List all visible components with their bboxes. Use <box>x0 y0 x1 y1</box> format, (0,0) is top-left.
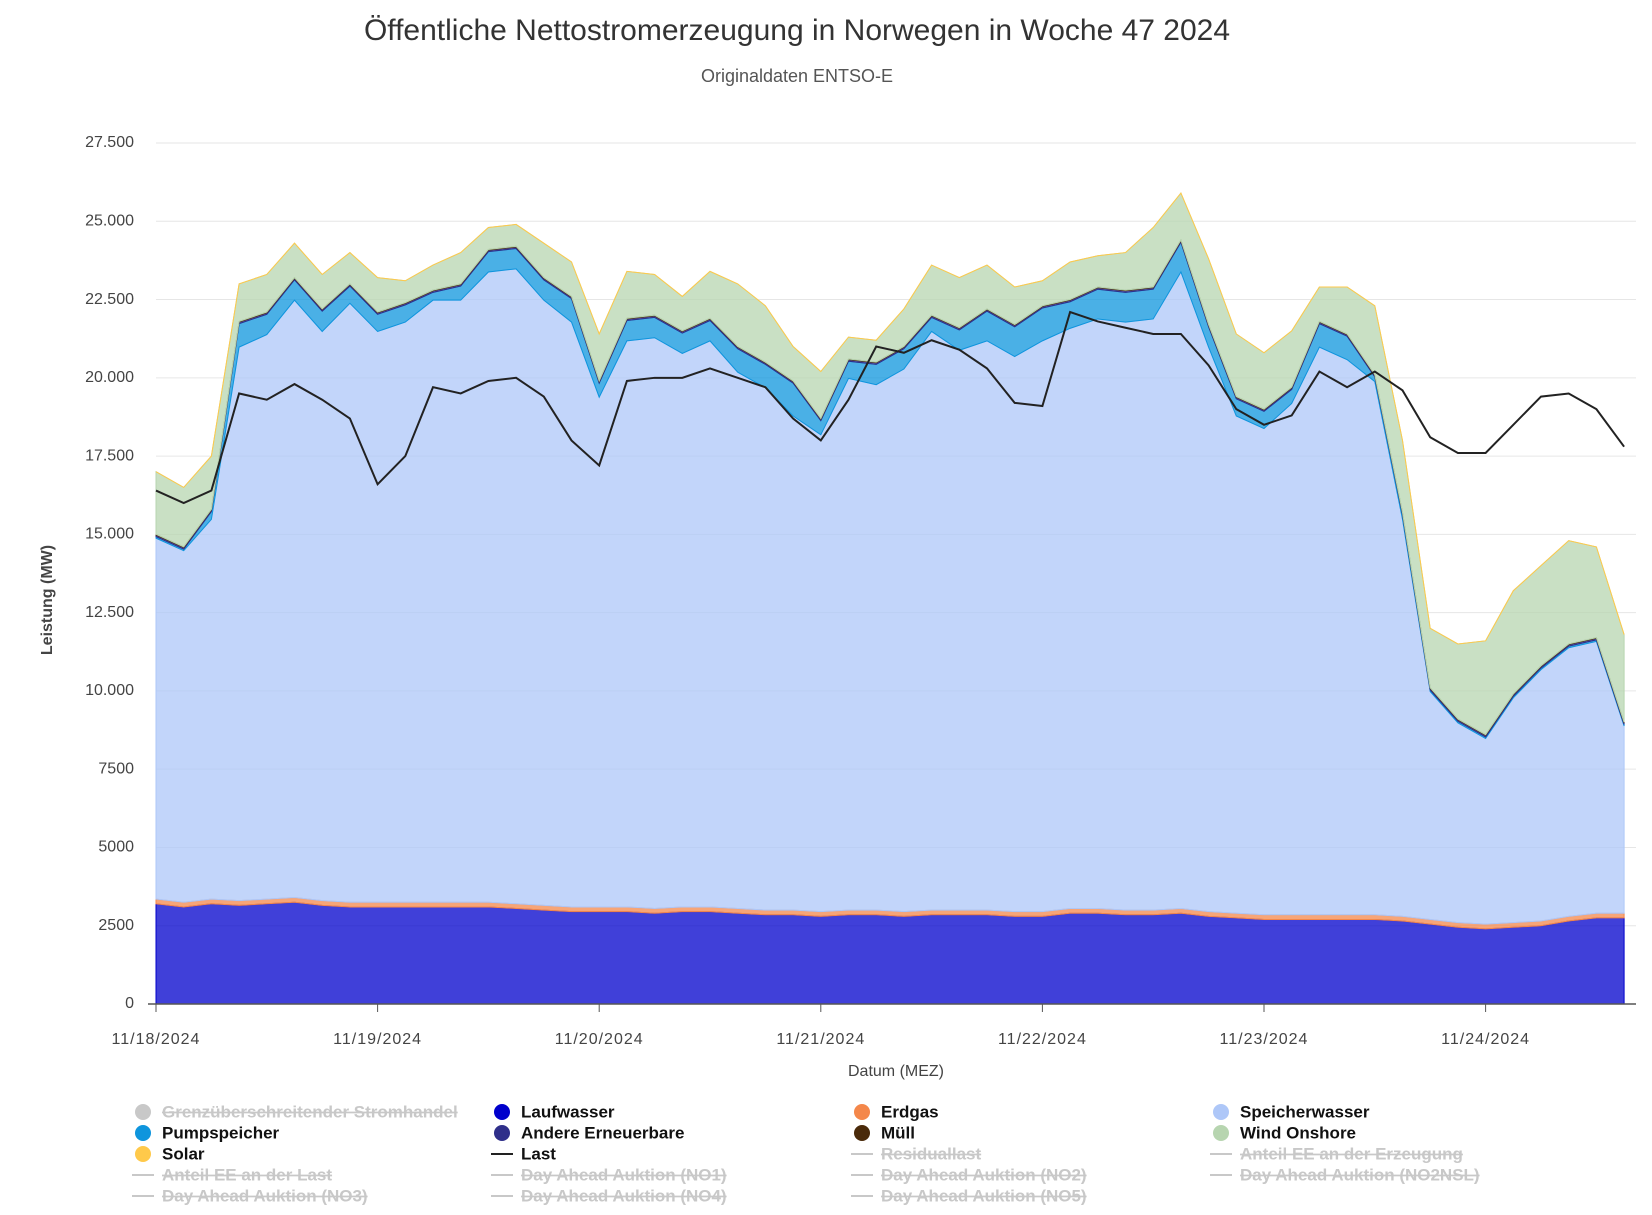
y-tick-label: 20.000 <box>85 369 134 386</box>
x-tick-label: 11/19/2024 <box>333 1031 422 1048</box>
legend-marker <box>854 1125 870 1141</box>
legend-label[interactable]: Müll <box>881 1123 915 1142</box>
legend-label[interactable]: Day Ahead Auktion (NO1) <box>521 1165 727 1184</box>
legend-label[interactable]: Day Ahead Auktion (NO5) <box>881 1186 1087 1205</box>
legend-label[interactable]: Laufwasser <box>521 1102 615 1121</box>
line-9 <box>155 310 1625 505</box>
legend-label[interactable]: Anteil EE an der Last <box>162 1165 332 1184</box>
y-tick-label: 17.500 <box>85 447 134 464</box>
legend-label[interactable]: Wind Onshore <box>1240 1123 1356 1142</box>
legend-marker <box>135 1104 151 1120</box>
legend-label[interactable]: Erdgas <box>881 1102 939 1121</box>
x-tick-label: 11/18/2024 <box>112 1031 201 1048</box>
y-tick-label: 27.500 <box>85 134 134 151</box>
chart-title: Öffentliche Nettostromerzeugung in Norwe… <box>364 14 1230 47</box>
x-tick-label: 11/21/2024 <box>776 1031 865 1048</box>
y-tick-label: 0 <box>125 995 134 1012</box>
y-tick-label: 15.000 <box>85 526 134 543</box>
legend-marker <box>494 1125 510 1141</box>
y-axis-label: Leistung (MW) <box>39 545 56 655</box>
legend-label[interactable]: Residuallast <box>881 1144 981 1163</box>
x-tick-label: 11/22/2024 <box>998 1031 1087 1048</box>
legend: Grenzüberschreitender Stromhandel Laufwas… <box>132 1102 1480 1205</box>
legend-label[interactable]: Speicherwasser <box>1240 1102 1370 1121</box>
legend-marker <box>854 1104 870 1120</box>
axes: 0 2500 5000 7500 10.000 12.500 15.000 17.500 20.… <box>85 134 1636 1048</box>
legend-label[interactable]: Day Ahead Auktion (NO2NSL) <box>1240 1165 1480 1184</box>
legend-label[interactable]: Solar <box>162 1144 205 1163</box>
legend-marker <box>135 1125 151 1141</box>
x-tick-label: 11/24/2024 <box>1441 1031 1530 1048</box>
legend-label[interactable]: Grenzüberschreitender Stromhandel <box>162 1102 458 1121</box>
x-axis-label: Datum (MEZ) <box>848 1063 944 1080</box>
legend-label[interactable]: Day Ahead Auktion (NO4) <box>521 1186 727 1205</box>
chart-subtitle: Originaldaten ENTSO-E <box>701 66 893 86</box>
x-tick-label: 11/20/2024 <box>555 1031 644 1048</box>
legend-label[interactable]: Anteil EE an der Erzeugung <box>1240 1144 1463 1163</box>
plot-area <box>155 192 1625 1005</box>
legend-label[interactable]: Pumpspeicher <box>162 1123 280 1142</box>
y-tick-label: 22.500 <box>85 291 134 308</box>
y-tick-label: 7500 <box>98 760 134 777</box>
legend-label[interactable]: Andere Erneuerbare <box>521 1123 684 1142</box>
legend-label[interactable]: Day Ahead Auktion (NO2) <box>881 1165 1087 1184</box>
y-tick-label: 25.000 <box>85 212 134 229</box>
legend-label[interactable]: Day Ahead Auktion (NO3) <box>162 1186 368 1205</box>
y-tick-label: 2500 <box>98 917 134 934</box>
legend-marker <box>1213 1125 1229 1141</box>
legend-label[interactable]: Last <box>521 1144 556 1163</box>
y-tick-label: 12.500 <box>85 604 134 621</box>
y-tick-label: 10.000 <box>85 682 134 699</box>
legend-marker <box>1213 1104 1229 1120</box>
y-tick-label: 5000 <box>98 839 134 856</box>
legend-marker <box>135 1146 151 1162</box>
legend-marker <box>494 1104 510 1120</box>
x-tick-label: 11/23/2024 <box>1220 1031 1309 1048</box>
